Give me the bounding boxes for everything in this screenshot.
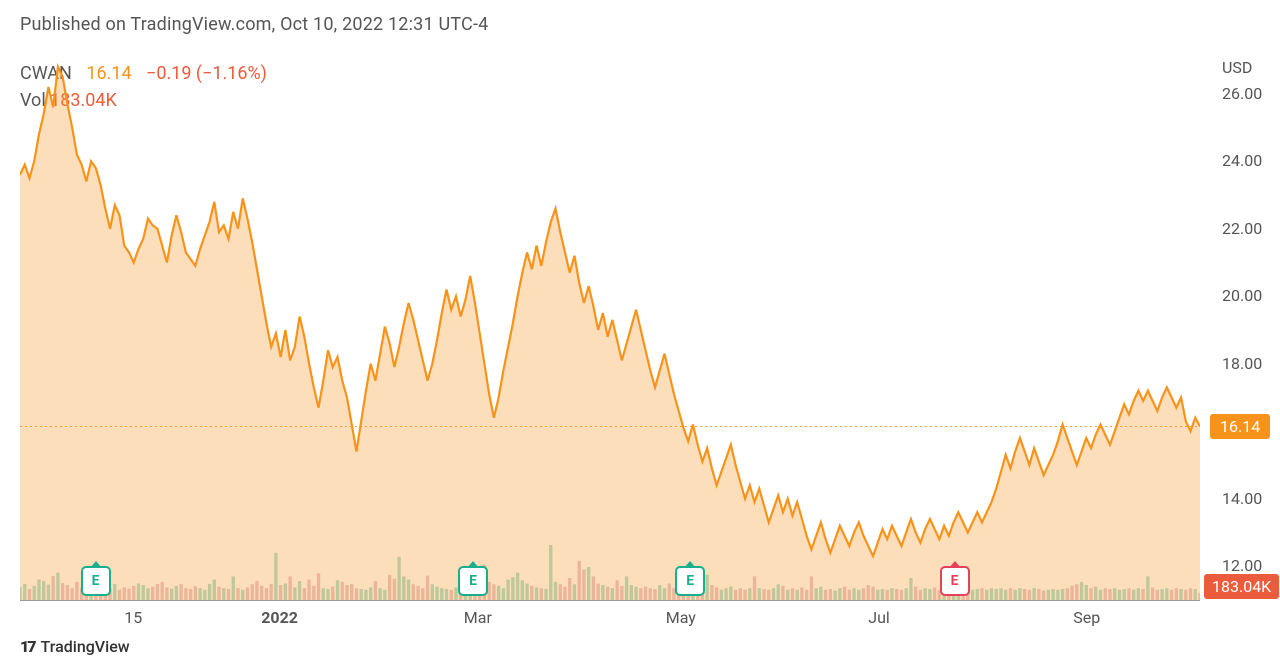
event-marker[interactable]: E — [81, 566, 111, 596]
x-tick-label: May — [666, 608, 696, 627]
tv-logo-icon: 17 — [20, 637, 35, 656]
y-tick-label: 12.00 — [1222, 556, 1280, 575]
event-badge: E — [81, 566, 111, 596]
x-tick-label: Sep — [1073, 608, 1100, 627]
x-tick-label: 15 — [124, 608, 142, 627]
y-tick-label: 14.00 — [1222, 489, 1280, 508]
x-tick-label: 2022 — [261, 608, 298, 627]
event-badge: E — [675, 566, 705, 596]
y-tick-label: 24.00 — [1222, 151, 1280, 170]
chart-plot-area[interactable] — [20, 60, 1200, 601]
last-price-bubble: 16.14 — [1210, 414, 1270, 439]
chart-svg — [20, 60, 1200, 600]
y-tick-label: 22.00 — [1222, 219, 1280, 238]
x-tick-label: Jul — [868, 608, 890, 627]
event-badge: E — [458, 566, 488, 596]
currency-label: USD — [1222, 58, 1280, 77]
x-tick-label: Mar — [464, 608, 492, 627]
event-marker[interactable]: E — [675, 566, 705, 596]
published-text: Published on TradingView.com, Oct 10, 20… — [20, 14, 488, 35]
y-tick-label: 20.00 — [1222, 286, 1280, 305]
footer-branding: 17 TradingView — [20, 637, 130, 656]
event-marker[interactable]: E — [940, 566, 970, 596]
chart-container: Published on TradingView.com, Oct 10, 20… — [0, 0, 1280, 666]
last-volume-bubble: 183.04K — [1204, 574, 1279, 599]
brand-name: TradingView — [41, 637, 130, 656]
y-tick-label: 26.00 — [1222, 84, 1280, 103]
event-marker[interactable]: E — [458, 566, 488, 596]
event-badge: E — [940, 566, 970, 596]
y-tick-label: 18.00 — [1222, 354, 1280, 373]
